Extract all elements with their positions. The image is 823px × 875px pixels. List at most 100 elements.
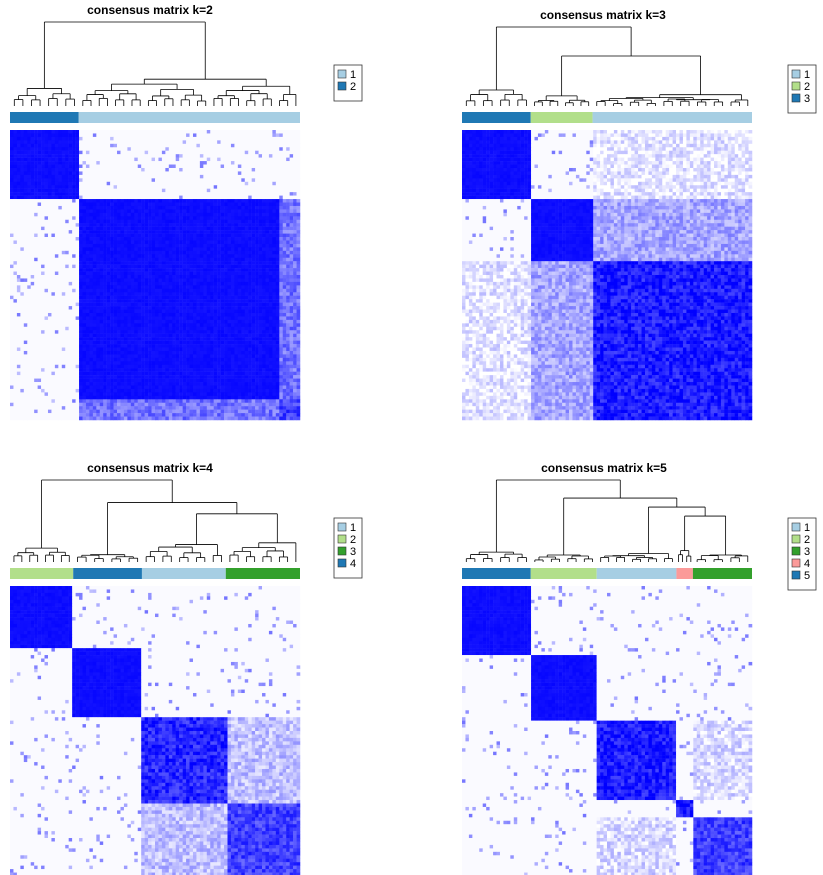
heatmap-cell: [272, 213, 276, 217]
heatmap-cell: [34, 192, 38, 196]
heatmap-cell: [279, 189, 283, 193]
heatmap-cell: [207, 230, 211, 234]
heatmap-cell: [210, 158, 214, 162]
heatmap-cell: [138, 147, 142, 151]
heatmap-cell: [279, 154, 283, 158]
heatmap-cell: [141, 192, 145, 196]
heatmap-cell: [279, 192, 283, 196]
heatmap-cell: [38, 223, 42, 227]
heatmap-cell: [117, 171, 121, 175]
heatmap-cell: [269, 182, 273, 186]
heatmap-cell: [45, 168, 49, 172]
heatmap-cell: [55, 192, 59, 196]
heatmap-cell: [45, 151, 49, 155]
heatmap-cell: [145, 144, 149, 148]
heatmap-cell: [93, 133, 97, 137]
heatmap-cell: [134, 237, 138, 241]
heatmap-cell: [45, 244, 49, 248]
heatmap-cell: [62, 227, 66, 231]
heatmap-cell: [297, 240, 301, 244]
heatmap-cell: [120, 240, 124, 244]
heatmap-cell: [259, 240, 263, 244]
heatmap-cell: [62, 213, 66, 217]
heatmap-cell: [248, 230, 252, 234]
heatmap-cell: [200, 206, 204, 210]
heatmap-cell: [158, 220, 162, 224]
heatmap-cell: [131, 154, 135, 158]
heatmap-cell: [162, 244, 166, 248]
heatmap-cell: [107, 244, 111, 248]
heatmap-cell: [217, 137, 221, 141]
heatmap-cell: [10, 133, 14, 137]
heatmap-cell: [96, 133, 100, 137]
heatmap-cell: [207, 244, 211, 248]
heatmap-cell: [297, 230, 301, 234]
heatmap-cell: [69, 234, 73, 238]
heatmap-cell: [83, 206, 87, 210]
heatmap-cell: [165, 147, 169, 151]
heatmap-cell: [155, 213, 159, 217]
heatmap-cell: [214, 130, 218, 134]
heatmap-cell: [131, 220, 135, 224]
heatmap-cell: [17, 137, 21, 141]
heatmap-cell: [55, 220, 59, 224]
heatmap-cell: [169, 237, 173, 241]
heatmap-cell: [162, 130, 166, 134]
heatmap-cell: [24, 165, 28, 169]
heatmap-cell: [69, 240, 73, 244]
heatmap-cell: [179, 175, 183, 179]
heatmap-cell: [41, 220, 45, 224]
heatmap-cell: [290, 165, 294, 169]
heatmap-cell: [272, 220, 276, 224]
heatmap-cell: [165, 171, 169, 175]
heatmap-cell: [269, 216, 273, 220]
heatmap-cell: [245, 137, 249, 141]
heatmap-cell: [93, 137, 97, 141]
heatmap-cell: [152, 234, 156, 238]
heatmap-cell: [117, 223, 121, 227]
heatmap-cell: [114, 251, 118, 255]
heatmap-cell: [62, 144, 66, 148]
heatmap-cell: [10, 196, 14, 200]
heatmap-cell: [283, 223, 287, 227]
heatmap-cell: [86, 234, 90, 238]
heatmap-cell: [76, 240, 80, 244]
heatmap-cell: [62, 154, 66, 158]
heatmap-cell: [83, 140, 87, 144]
heatmap-cell: [38, 213, 42, 217]
heatmap-cell: [265, 237, 269, 241]
heatmap-cell: [186, 227, 190, 231]
heatmap-cell: [76, 140, 80, 144]
heatmap-cell: [96, 144, 100, 148]
heatmap-cell: [148, 130, 152, 134]
heatmap-cell: [221, 196, 225, 200]
heatmap-cell: [224, 223, 228, 227]
heatmap-cell: [255, 209, 259, 213]
heatmap-cell: [55, 237, 59, 241]
heatmap-cell: [203, 237, 207, 241]
heatmap-cell: [179, 178, 183, 182]
heatmap-cell: [17, 185, 21, 189]
heatmap-cell: [286, 220, 290, 224]
heatmap-cell: [241, 161, 245, 165]
heatmap-cell: [131, 147, 135, 151]
dendrogram: [14, 22, 296, 106]
heatmap-cell: [131, 137, 135, 141]
heatmap-cell: [224, 158, 228, 162]
heatmap-cell: [62, 130, 66, 134]
heatmap-cell: [124, 209, 128, 213]
heatmap-cell: [86, 158, 90, 162]
heatmap-cell: [31, 171, 35, 175]
heatmap-cell: [238, 213, 242, 217]
heatmap-cell: [117, 189, 121, 193]
heatmap-cell: [117, 237, 121, 241]
heatmap-cell: [231, 130, 235, 134]
heatmap-cell: [100, 182, 104, 186]
heatmap-cell: [269, 178, 273, 182]
heatmap-cell: [241, 133, 245, 137]
heatmap-cell: [83, 175, 87, 179]
heatmap-cell: [269, 196, 273, 200]
heatmap-cell: [51, 144, 55, 148]
heatmap-cell: [100, 171, 104, 175]
heatmap-cell: [69, 189, 73, 193]
